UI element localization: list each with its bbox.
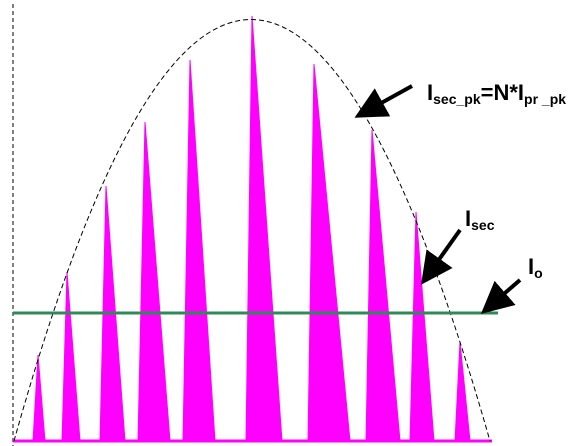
pulse-2 <box>61 271 81 442</box>
pulse-5 <box>182 59 216 442</box>
io-arrow <box>480 278 522 314</box>
peak-label-main: I <box>427 80 433 105</box>
peak-label-sub: sec_pk <box>433 91 481 107</box>
pulse-9 <box>409 211 435 442</box>
io-label-sub: o <box>534 265 543 281</box>
secondary-current-label: Isec <box>465 206 495 233</box>
pulse-10 <box>454 341 471 442</box>
peak-arrow <box>354 84 413 118</box>
isec-arrow <box>421 228 462 285</box>
isec-label-sub: sec <box>471 217 495 233</box>
io-label-main: I <box>528 254 534 279</box>
output-current-label: Io <box>528 254 543 281</box>
pulse-1 <box>32 354 46 442</box>
isec-label-main: I <box>465 206 471 231</box>
peak-current-label: Isec_pk=N*Ipr _pk <box>427 80 566 107</box>
pulse-7 <box>307 63 351 442</box>
pulse-8 <box>365 129 401 442</box>
pulse-6 <box>245 15 283 442</box>
pulse-4 <box>137 121 171 442</box>
peak-label-mid: =N*I <box>481 80 524 105</box>
peak-label-sub2: pr _pk <box>524 91 566 107</box>
peak-envelope-curve <box>13 19 491 442</box>
secondary-current-pulses <box>32 15 471 442</box>
